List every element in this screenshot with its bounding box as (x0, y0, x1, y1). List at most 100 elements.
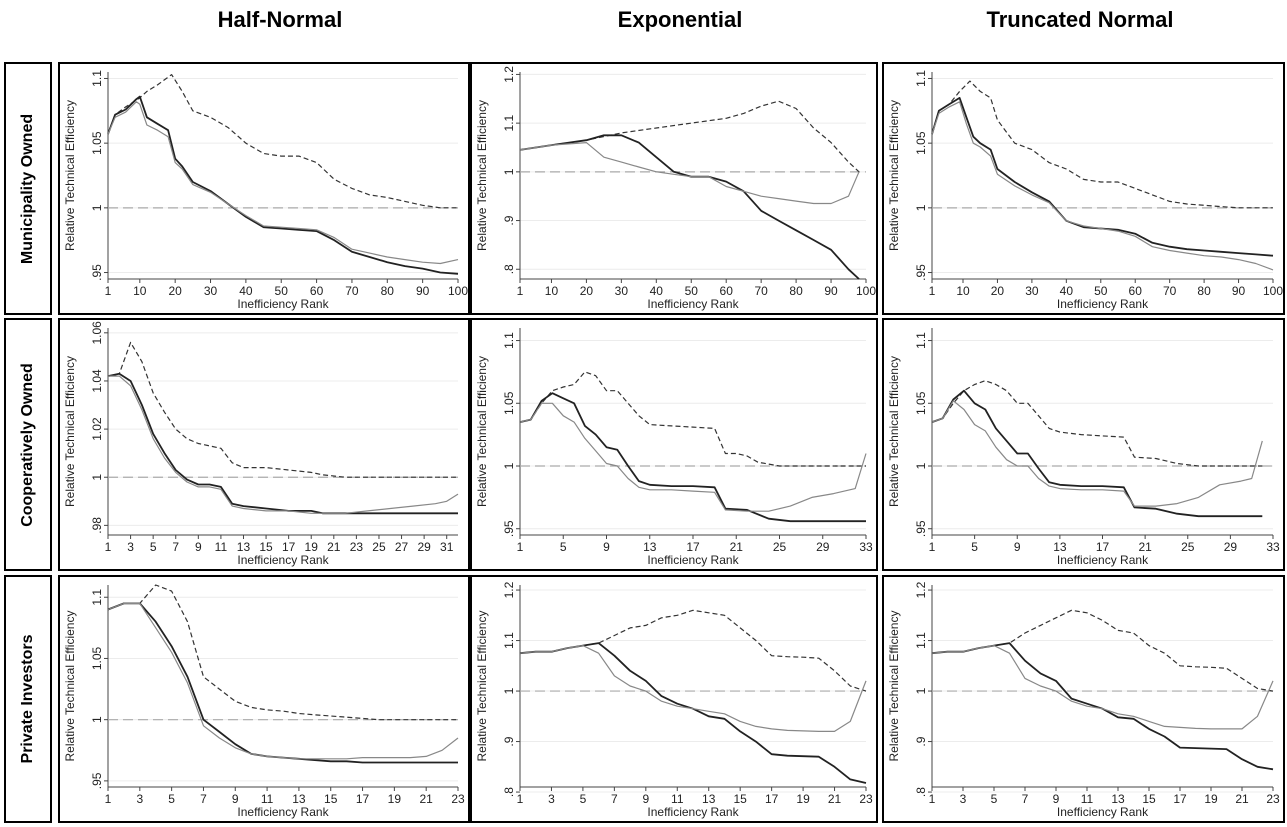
y-tick-label-2: 1.05 (502, 391, 516, 415)
y-tick-label-3: 1.1 (914, 332, 928, 349)
row-label-box-private: Private Investors (4, 575, 52, 823)
y-tick-label-4: 1.2 (914, 581, 928, 598)
x-tick-label-7: 70 (1163, 284, 1177, 298)
x-tick-label-4: 9 (1053, 792, 1060, 806)
x-tick-label-2: 20 (580, 284, 594, 298)
x-tick-label-1: 3 (136, 792, 143, 806)
x-tick-label-10: 100 (1263, 284, 1283, 298)
x-tick-label-3: 7 (200, 792, 207, 806)
row-label-private-investors: Private Investors (19, 634, 36, 764)
chart-panel-private-truncated-normal: .8.9 1 1.1 1.2 1 3 5 7 9 11 13 15 17 19 21 23 Inefficien… (882, 575, 1285, 823)
x-tick-label-8: 33 (859, 540, 873, 554)
x-tick-label-9: 19 (305, 540, 319, 554)
y-tick-label-2: 1.02 (90, 417, 104, 441)
x-tick-label-7: 70 (345, 284, 359, 298)
x-tick-label-7: 29 (816, 540, 830, 554)
y-tick-label-0: .95 (914, 520, 928, 537)
x-tick-label-5: 50 (1094, 284, 1108, 298)
x-tick-label-2: 5 (580, 792, 587, 806)
y-axis-title: Relative Technical Efficiency (475, 100, 489, 251)
y-tick-label-3: 1.04 (90, 369, 104, 393)
row-label-municipality-owned: Municipality Owned (19, 113, 36, 264)
chart-private-truncated-normal: .8.911.11.21 3 5 7 9 11 13 15 17 19 21 23Inefficien… (887, 581, 1280, 819)
series-line-dashed-cooperative-half-normal (107, 341, 458, 478)
x-tick-label-3: 30 (1025, 284, 1039, 298)
x-tick-label-11: 23 (451, 792, 465, 806)
x-tick-label-2: 5 (150, 540, 157, 554)
series-line-light-cooperative-exponential (519, 402, 867, 512)
series-line-dark-private-half-normal (107, 602, 458, 764)
y-tick-label-4: 1.06 (90, 321, 104, 345)
x-tick-label-12: 25 (372, 540, 386, 554)
series-line-dark-cooperative-truncated-normal (931, 389, 1263, 518)
series-line-dashed-private-half-normal (107, 584, 458, 721)
column-title-truncated-normal: Truncated Normal (986, 7, 1174, 32)
y-tick-label-0: .8 (914, 787, 928, 797)
series-line-light-private-truncated-normal (931, 645, 1274, 730)
x-tick-label-10: 21 (420, 792, 434, 806)
series-line-dashed-cooperative-exponential (519, 371, 866, 467)
x-tick-label-2: 9 (603, 540, 610, 554)
x-tick-label-3: 13 (1053, 540, 1067, 554)
series-line-light-private-exponential (519, 645, 867, 732)
y-axis-title: Relative Technical Efficiency (887, 100, 901, 251)
x-tick-label-5: 11 (215, 540, 228, 554)
y-tick-label-0: .95 (502, 520, 516, 537)
x-axis-title: Inefficiency Rank (237, 805, 329, 819)
y-tick-label-1: 1 (90, 204, 104, 211)
x-axis-title: Inefficiency Rank (1057, 805, 1149, 819)
chart-panel-cooperative-exponential: .95 1 1.05 1.1 1 5 9 13 17 21 25 29 33 Inefficiency R… (470, 318, 878, 571)
x-tick-label-0: 1 (929, 792, 936, 806)
x-tick-label-9: 19 (388, 792, 402, 806)
y-axis-title: Relative Technical Efficiency (63, 100, 77, 251)
x-tick-label-11: 23 (859, 792, 873, 806)
y-tick-label-2: 1 (914, 687, 928, 694)
x-tick-label-11: 23 (1266, 792, 1280, 806)
x-tick-label-5: 50 (275, 284, 289, 298)
x-tick-label-0: 1 (929, 284, 936, 298)
y-tick-label-0: .95 (914, 264, 928, 281)
row-label-box-cooperative: Cooperatively Owned (4, 318, 52, 571)
x-tick-label-2: 5 (991, 792, 998, 806)
x-tick-label-3: 30 (615, 284, 629, 298)
x-tick-label-4: 40 (239, 284, 253, 298)
x-tick-label-6: 13 (702, 792, 716, 806)
x-tick-label-0: 1 (929, 540, 936, 554)
x-tick-label-8: 80 (1197, 284, 1211, 298)
series-line-dashed-private-truncated-normal (931, 609, 1274, 692)
x-tick-label-7: 70 (754, 284, 768, 298)
series-line-dark-cooperative-exponential (519, 392, 866, 523)
x-tick-label-7: 15 (1142, 792, 1156, 806)
x-tick-label-6: 60 (1129, 284, 1143, 298)
y-tick-label-3: 1.1 (90, 589, 104, 606)
y-tick-label-2: 1 (502, 687, 516, 694)
x-tick-label-1: 10 (545, 284, 559, 298)
y-tick-label-1: 1 (914, 204, 928, 211)
x-tick-label-4: 40 (1060, 284, 1074, 298)
x-axis-title: Inefficiency Rank (1057, 297, 1149, 311)
x-tick-label-0: 1 (105, 540, 112, 554)
y-tick-label-3: 1.1 (502, 114, 516, 131)
x-tick-label-4: 9 (232, 792, 239, 806)
x-tick-label-9: 90 (1232, 284, 1246, 298)
x-tick-label-5: 21 (730, 540, 744, 554)
y-tick-label-1: 1 (914, 462, 928, 469)
y-axis-title: Relative Technical Efficiency (887, 356, 901, 507)
x-tick-label-5: 11 (261, 792, 274, 806)
y-tick-label-0: .8 (502, 264, 516, 274)
x-tick-label-6: 13 (292, 792, 306, 806)
chart-municipality-exponential: .8 .9 1 1.1 1.2 1 10 20 30 40 50 60 70 80 90 100 Ineffic… (475, 66, 876, 311)
series-line-light-municipality-truncated-normal (931, 101, 1274, 271)
series-line-dashed-municipality-half-normal (107, 74, 458, 209)
y-tick-label-0: .8 (502, 787, 516, 797)
x-tick-label-15: 31 (440, 540, 454, 554)
x-tick-label-1: 5 (560, 540, 567, 554)
x-tick-label-5: 11 (1081, 792, 1094, 806)
y-tick-label-1: 1 (502, 462, 516, 469)
x-tick-label-5: 21 (1138, 540, 1152, 554)
x-tick-label-1: 3 (127, 540, 134, 554)
x-tick-label-7: 15 (734, 792, 748, 806)
